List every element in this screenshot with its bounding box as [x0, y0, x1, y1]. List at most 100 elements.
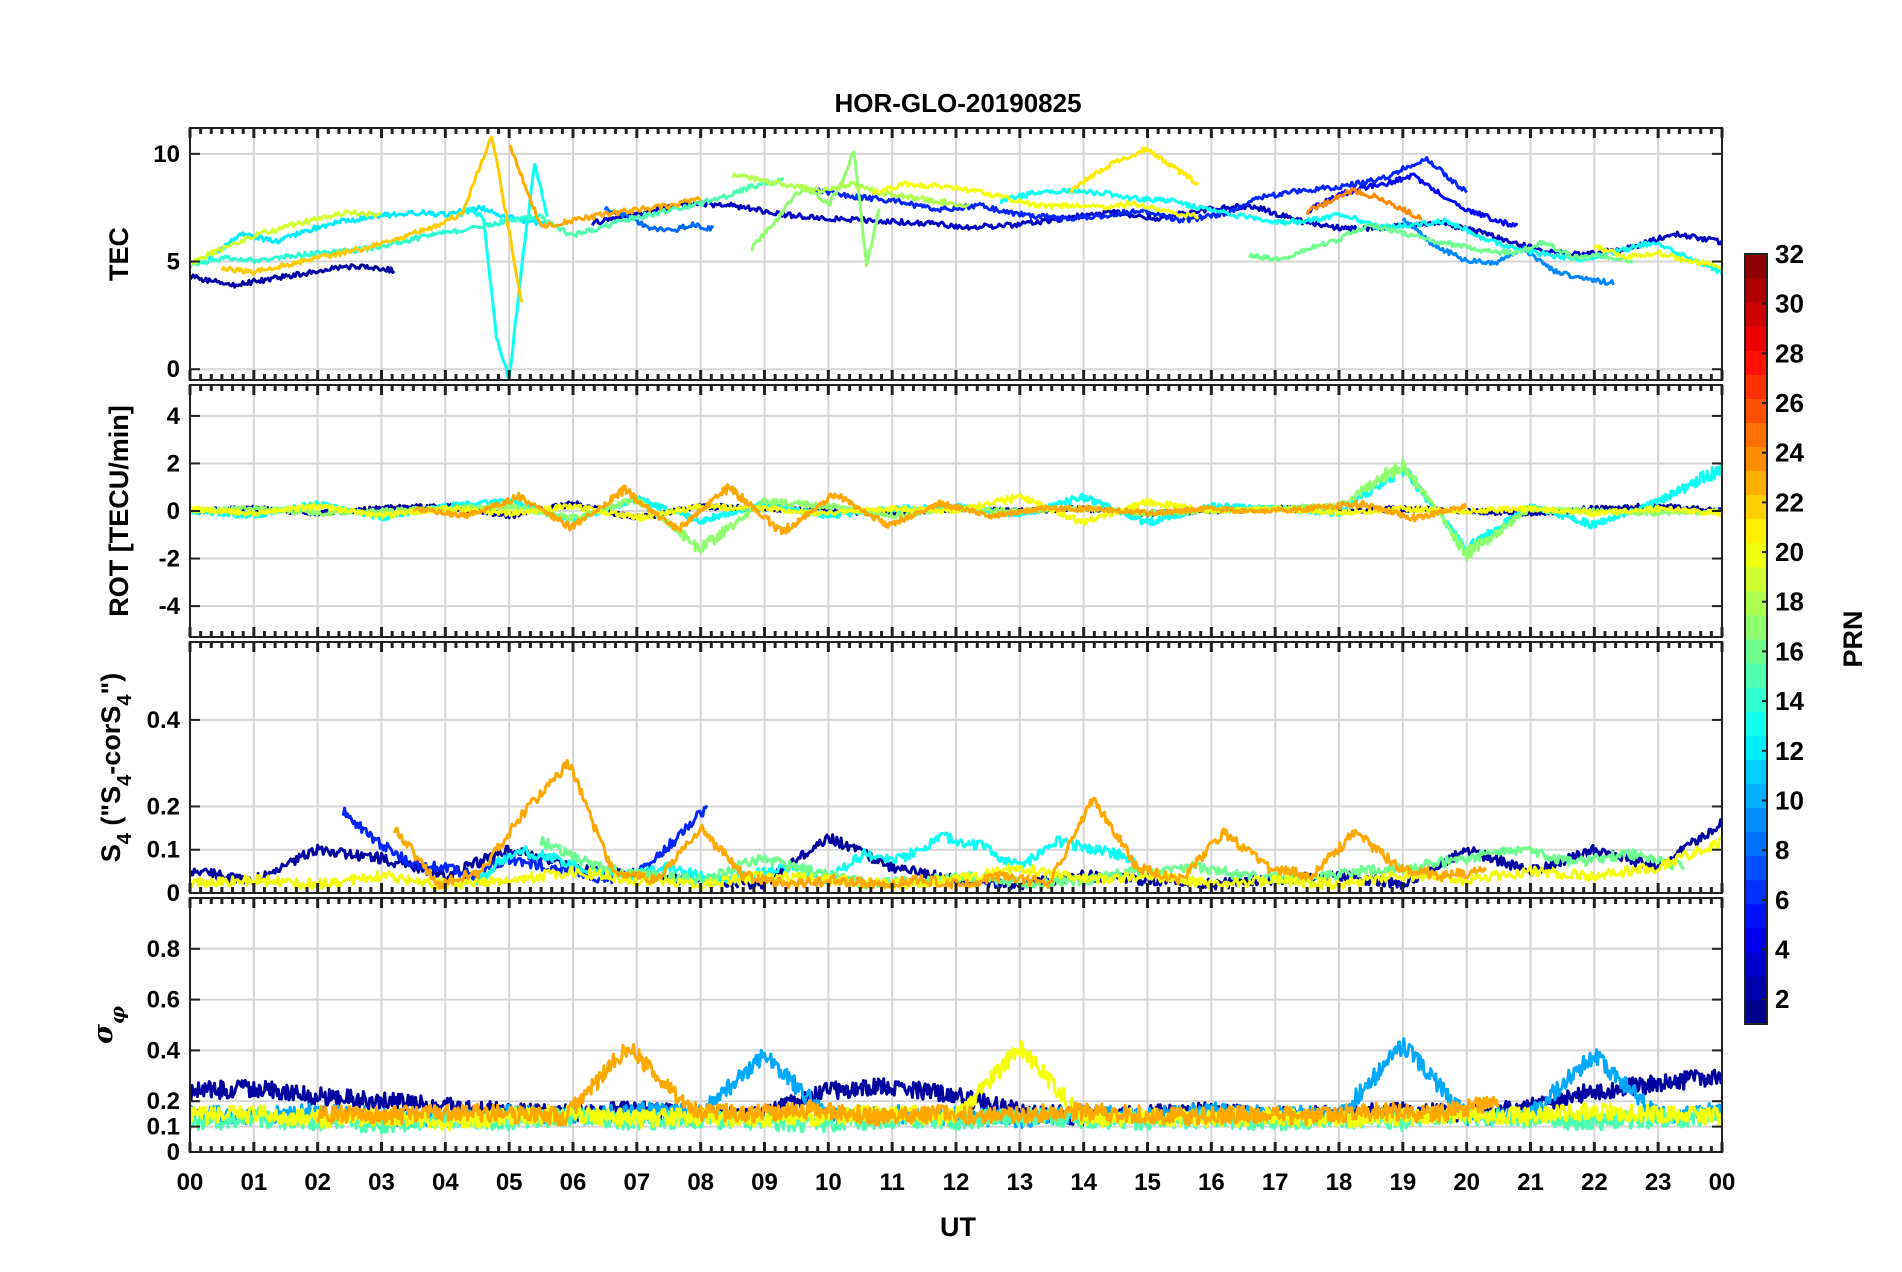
series-prn-21 [1069, 146, 1200, 194]
panel-rot-ytick-label: 0 [167, 498, 180, 525]
colorbar-swatch [1745, 326, 1767, 351]
colorbar-tick-label: 32 [1775, 239, 1804, 269]
colorbar-tick-label: 14 [1775, 686, 1804, 716]
colorbar-swatch [1745, 687, 1767, 712]
x-tick-label: 16 [1198, 1169, 1225, 1196]
panel-sigma-ytick-label: 0.2 [147, 1088, 180, 1115]
series-prn-8 [603, 206, 715, 233]
x-tick-label: 06 [560, 1169, 587, 1196]
x-tick-label: 17 [1262, 1169, 1289, 1196]
x-tick-label: 04 [432, 1169, 459, 1196]
panel-sigma-ytick-label: 0.6 [147, 987, 180, 1014]
x-tick-label: 03 [368, 1169, 395, 1196]
panel-rot: -4 -2 0 2 4 ROT [TECU/min] [104, 384, 1724, 638]
series-prn-6 [341, 804, 709, 885]
colorbar-swatch [1745, 951, 1767, 977]
x-tick-label: 09 [751, 1169, 778, 1196]
colorbar-swatch [1745, 302, 1767, 327]
colorbar-tick-label: 12 [1775, 736, 1804, 766]
series-prn-16 [1248, 222, 1634, 264]
series-prn-9 [1401, 217, 1615, 286]
series-prn-13 [456, 162, 549, 380]
colorbar-tick-label: 30 [1775, 289, 1804, 319]
panel-tec-series [190, 135, 1722, 380]
x-tick-label: 05 [496, 1169, 523, 1196]
panel-s4-ytick-label: 0.4 [147, 707, 181, 734]
colorbar-swatch [1745, 831, 1767, 857]
panel-sigma-series [190, 1037, 1722, 1135]
series-prn-23 [316, 1043, 1500, 1127]
x-tick-label: 14 [1070, 1169, 1097, 1196]
colorbar-swatch [1745, 639, 1767, 664]
colorbar-tick-label: 18 [1775, 587, 1804, 617]
colorbar-swatch [1745, 759, 1767, 784]
panel-sigma-ytick-label: 0.1 [147, 1114, 180, 1141]
series-prn-15 [539, 177, 785, 238]
colorbar-frame [1744, 253, 1768, 1025]
colorbar-swatch [1745, 879, 1767, 905]
x-axis-label: UT [940, 1212, 976, 1242]
colorbar-swatch [1745, 855, 1767, 881]
colorbar-tick-label: 16 [1775, 636, 1804, 666]
x-tick-label: 08 [687, 1169, 714, 1196]
colorbar-swatch [1745, 278, 1767, 303]
x-tick-label: 10 [815, 1169, 842, 1196]
colorbar-swatch [1745, 590, 1767, 616]
panel-sigma: 00.10.2 0.4 0.6 0.8 σφ [88, 897, 1724, 1166]
series-prn-5 [1305, 172, 1519, 228]
panel-sigma-ytick-label: 0 [167, 1139, 180, 1166]
x-tick-label: 01 [240, 1169, 267, 1196]
panel-tec-ytick-label: 10 [153, 141, 180, 168]
series-prn-23 [508, 144, 702, 230]
panel-sigma-ytick-label: 0.8 [147, 936, 180, 963]
colorbar-swatch [1745, 903, 1767, 929]
colorbar-tick-label: 10 [1775, 785, 1804, 815]
series-prn-24 [1305, 187, 1423, 221]
panel-sigma-ytick-label: 0.4 [147, 1037, 181, 1064]
x-tick-labels: 00 01 02 03 04 05 06 07 08 09 10 11 12 13 14 15 16 17 18 19… [177, 1169, 1736, 1196]
panel-rot-ytick-label: 4 [167, 403, 181, 430]
panel-s4-ytick-label: 0.2 [147, 793, 180, 820]
colorbar-swatch [1745, 735, 1767, 760]
panel-tec-ytick-label: 5 [167, 249, 180, 276]
colorbar-tick-label: 22 [1775, 487, 1804, 517]
panel-s4-ytick-label: 0.1 [147, 837, 180, 864]
colorbar-swatch [1745, 374, 1767, 399]
colorbar-swatch [1745, 350, 1767, 375]
colorbar-swatch [1745, 783, 1767, 809]
panel-rot-ytick-label: 2 [167, 450, 180, 477]
x-tick-label: 07 [623, 1169, 650, 1196]
colorbar-swatch [1745, 807, 1767, 833]
panel-s4-ytick-label: 0 [167, 880, 180, 907]
colorbar-swatch [1745, 566, 1767, 592]
colorbar-tick-label: 26 [1775, 388, 1804, 418]
colorbar-swatch [1745, 663, 1767, 688]
colorbar-tick-label: 8 [1775, 835, 1789, 865]
colorbar-swatch [1745, 927, 1767, 953]
colorbar-swatch [1745, 711, 1767, 736]
colorbar-label: PRN [1838, 610, 1868, 667]
x-tick-label: 00 [177, 1169, 204, 1196]
series-prn-12 [207, 204, 549, 261]
x-tick-label: 02 [304, 1169, 331, 1196]
panel-rot-series [190, 458, 1722, 563]
colorbar-swatch [1745, 975, 1767, 1001]
colorbar-tick-label: 20 [1775, 537, 1804, 567]
chart-title: HOR-GLO-20190825 [834, 88, 1081, 118]
panel-tec-ylabel: TEC [104, 227, 134, 281]
panel-sigma-ylabel: σφ [88, 1006, 129, 1044]
panel-rot-ytick-label: -2 [159, 546, 180, 573]
series-prn-19 [190, 209, 382, 267]
colorbar-swatch [1745, 614, 1767, 640]
series-prn-18 [731, 172, 970, 209]
x-tick-label: 23 [1645, 1169, 1672, 1196]
colorbar-swatch [1745, 542, 1767, 568]
panel-tec-ytick-label: 0 [167, 356, 180, 383]
series-prn-23 [412, 483, 1468, 536]
panel-rot-ylabel: ROT [TECU/min] [104, 405, 134, 616]
x-tick-label: 21 [1517, 1169, 1544, 1196]
colorbar-swatch [1745, 494, 1767, 520]
